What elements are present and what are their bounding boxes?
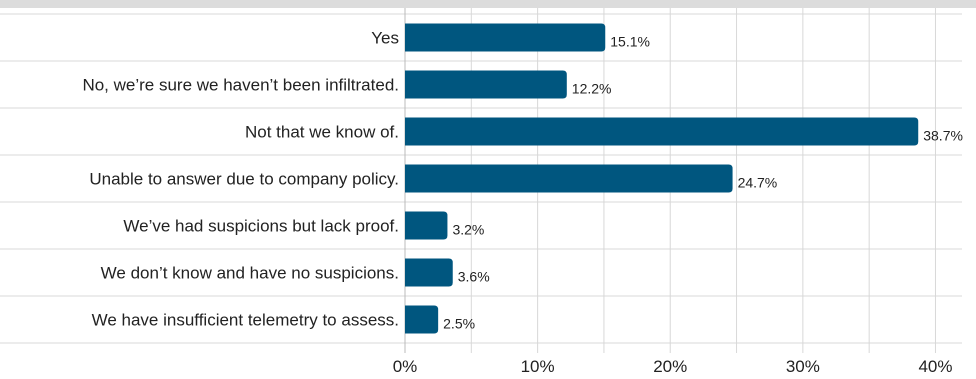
data-label: 24.7%: [738, 175, 778, 191]
bar: [405, 211, 448, 240]
grid-layer: [0, 8, 962, 353]
category-label: We have insufficient telemetry to assess…: [92, 311, 399, 330]
data-label: 2.5%: [443, 316, 475, 332]
bar: [405, 70, 567, 99]
bar: [405, 164, 733, 193]
bar: [405, 117, 919, 146]
bar: [405, 23, 606, 52]
x-tick-label: 0%: [393, 357, 418, 376]
data-label: 3.2%: [452, 222, 484, 238]
data-label: 12.2%: [572, 81, 612, 97]
top-band: [0, 0, 976, 8]
category-label: Unable to answer due to company policy.: [89, 170, 399, 189]
x-tick-label: 10%: [521, 357, 555, 376]
data-label: 3.6%: [458, 269, 490, 285]
bar: [405, 258, 453, 287]
category-label: No, we’re sure we haven’t been infiltrat…: [82, 76, 399, 95]
category-label: We’ve had suspicions but lack proof.: [123, 217, 399, 236]
bar: [405, 305, 439, 334]
x-tick-label: 30%: [786, 357, 820, 376]
category-label: We don’t know and have no suspicions.: [101, 264, 399, 283]
category-label: Yes: [371, 29, 399, 48]
category-label: Not that we know of.: [245, 123, 399, 142]
x-tick-label: 40%: [918, 357, 952, 376]
bar-layer: [405, 23, 919, 334]
label-layer: Yes 15.1% No, we’re sure we haven’t been i…: [82, 29, 963, 377]
data-label: 15.1%: [610, 34, 650, 50]
data-label: 38.7%: [923, 128, 963, 144]
x-tick-label: 20%: [653, 357, 687, 376]
